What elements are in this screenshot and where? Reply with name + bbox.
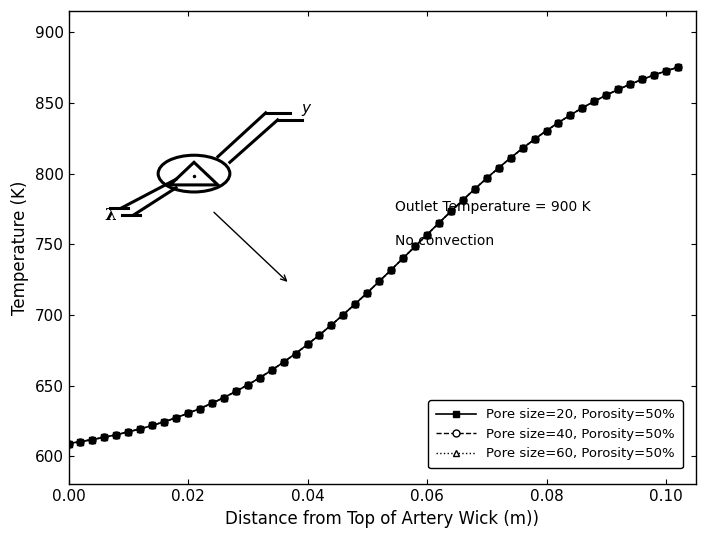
X-axis label: Distance from Top of Artery Wick (m)): Distance from Top of Artery Wick (m)) — [226, 510, 539, 528]
Pore size=60, Porosity=50% — [674, 64, 682, 71]
Pore size=60, Porosity=50% — [626, 81, 634, 87]
Pore size=60, Porosity=50% — [112, 432, 121, 438]
Pore size=20, Porosity=50% — [112, 432, 121, 438]
Pore size=40, Porosity=50% — [459, 197, 467, 203]
Pore size=60, Porosity=50% — [435, 220, 443, 226]
Pore size=20, Porosity=50% — [674, 64, 682, 71]
Line: Pore size=60, Porosity=50%: Pore size=60, Porosity=50% — [65, 64, 682, 447]
Pore size=40, Porosity=50% — [112, 432, 121, 438]
Pore size=60, Porosity=50% — [351, 301, 360, 307]
Line: Pore size=40, Porosity=50%: Pore size=40, Porosity=50% — [65, 64, 682, 447]
Pore size=20, Porosity=50% — [435, 220, 443, 226]
Pore size=40, Porosity=50% — [351, 301, 360, 307]
Pore size=40, Porosity=50% — [435, 220, 443, 226]
Pore size=60, Porosity=50% — [279, 359, 288, 365]
Text: Outlet Temperature = 900 K: Outlet Temperature = 900 K — [395, 201, 590, 215]
Pore size=40, Porosity=50% — [64, 440, 73, 447]
Pore size=40, Porosity=50% — [279, 359, 288, 365]
Pore size=20, Porosity=50% — [626, 81, 634, 87]
Pore size=60, Porosity=50% — [459, 197, 467, 203]
Pore size=20, Porosity=50% — [351, 301, 360, 307]
Pore size=20, Porosity=50% — [279, 359, 288, 365]
Text: λ: λ — [105, 207, 116, 224]
Pore size=20, Porosity=50% — [64, 440, 73, 447]
Text: y: y — [302, 101, 310, 116]
Legend: Pore size=20, Porosity=50%, Pore size=40, Porosity=50%, Pore size=60, Porosity=5: Pore size=20, Porosity=50%, Pore size=40… — [428, 400, 683, 468]
Pore size=20, Porosity=50% — [459, 197, 467, 203]
Y-axis label: Temperature (K): Temperature (K) — [11, 181, 29, 315]
Line: Pore size=20, Porosity=50%: Pore size=20, Porosity=50% — [66, 64, 681, 447]
Pore size=40, Porosity=50% — [674, 64, 682, 71]
Text: No convection: No convection — [395, 233, 494, 247]
Pore size=40, Porosity=50% — [626, 81, 634, 87]
Pore size=60, Porosity=50% — [64, 440, 73, 447]
